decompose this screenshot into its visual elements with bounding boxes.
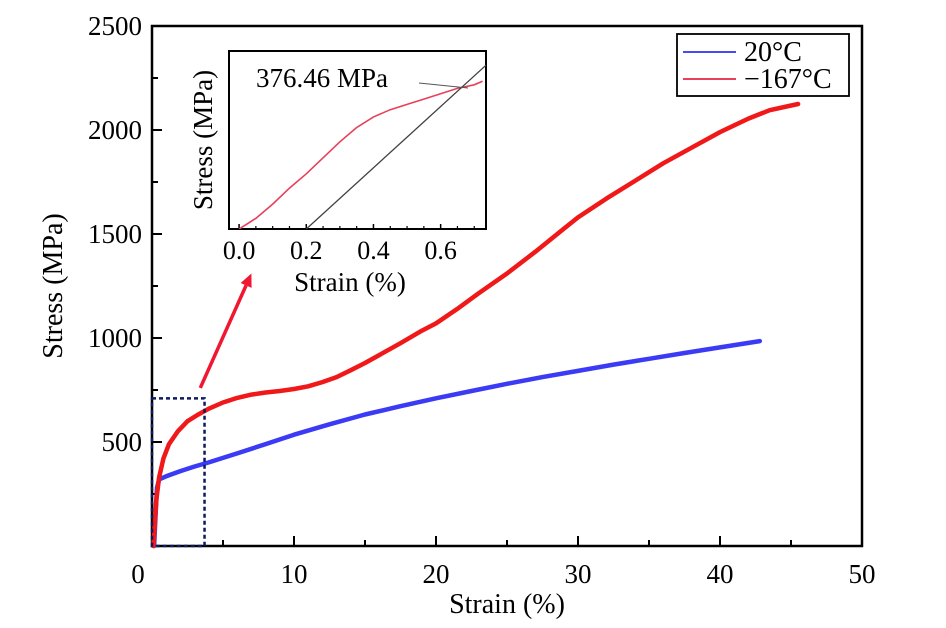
zoom-arrow-shaft: [198, 284, 248, 389]
main-series-group: [151, 101, 801, 549]
inset-y-axis-title: Stress (MPa): [188, 70, 218, 210]
inset-x-tick-label: 0.4: [357, 236, 390, 265]
inset-x-tick-label: 0.2: [290, 236, 323, 265]
legend-label-minus167c: −167°C: [744, 64, 832, 95]
main-x-tick-labels: 0 10 20 30 40 50: [131, 559, 875, 589]
inset-x-axis-title: Strain (%): [294, 267, 406, 297]
x-tick-label: 40: [707, 559, 734, 589]
x-tick-label: 50: [849, 559, 876, 589]
inset-x-tick-labels: 0.0 0.2 0.4 0.6: [223, 236, 457, 265]
main-axis-ticks: [152, 77, 792, 546]
yield-strength-leader-line: [418, 82, 469, 89]
y-tick-label: 2000: [88, 115, 142, 145]
series-line-20c: [151, 338, 763, 549]
main-x-axis-title: Strain (%): [449, 589, 565, 620]
y-tick-label: 1000: [88, 323, 142, 353]
inset-chart: 0.0 0.2 0.4 0.6 Strain (%) Stress (MPa) 376…: [188, 50, 487, 297]
x-tick-label: 20: [423, 559, 450, 589]
yield-strength-annotation: 376.46 MPa: [256, 63, 388, 93]
x-tick-label: 10: [281, 559, 308, 589]
x-tick-label: 0: [131, 559, 145, 589]
inset-plot-frame: [228, 50, 487, 230]
inset-series-group: [238, 64, 487, 229]
inset-offset-line: [305, 64, 487, 229]
legend: 20°C −167°C: [676, 33, 850, 97]
y-tick-label: 500: [102, 427, 143, 457]
legend-label-20c: 20°C: [744, 37, 802, 68]
inset-x-tick-label: 0.6: [424, 236, 457, 265]
main-y-tick-labels: 500 1000 1500 2000 2500: [88, 11, 142, 457]
series-line-minus167c: [151, 101, 801, 549]
legend-box: [676, 33, 850, 97]
y-tick-label: 1500: [88, 219, 142, 249]
main-annotations: [150, 273, 252, 548]
inset-x-tick-label: 0.0: [223, 236, 256, 265]
main-y-axis-title: Stress (MPa): [38, 213, 69, 358]
x-tick-label: 30: [565, 559, 592, 589]
zoom-region-rectangle: [150, 397, 206, 548]
zoom-arrow-head: [240, 273, 252, 288]
y-tick-label: 2500: [88, 11, 142, 41]
inset-series-line-minus167c: [238, 80, 483, 229]
